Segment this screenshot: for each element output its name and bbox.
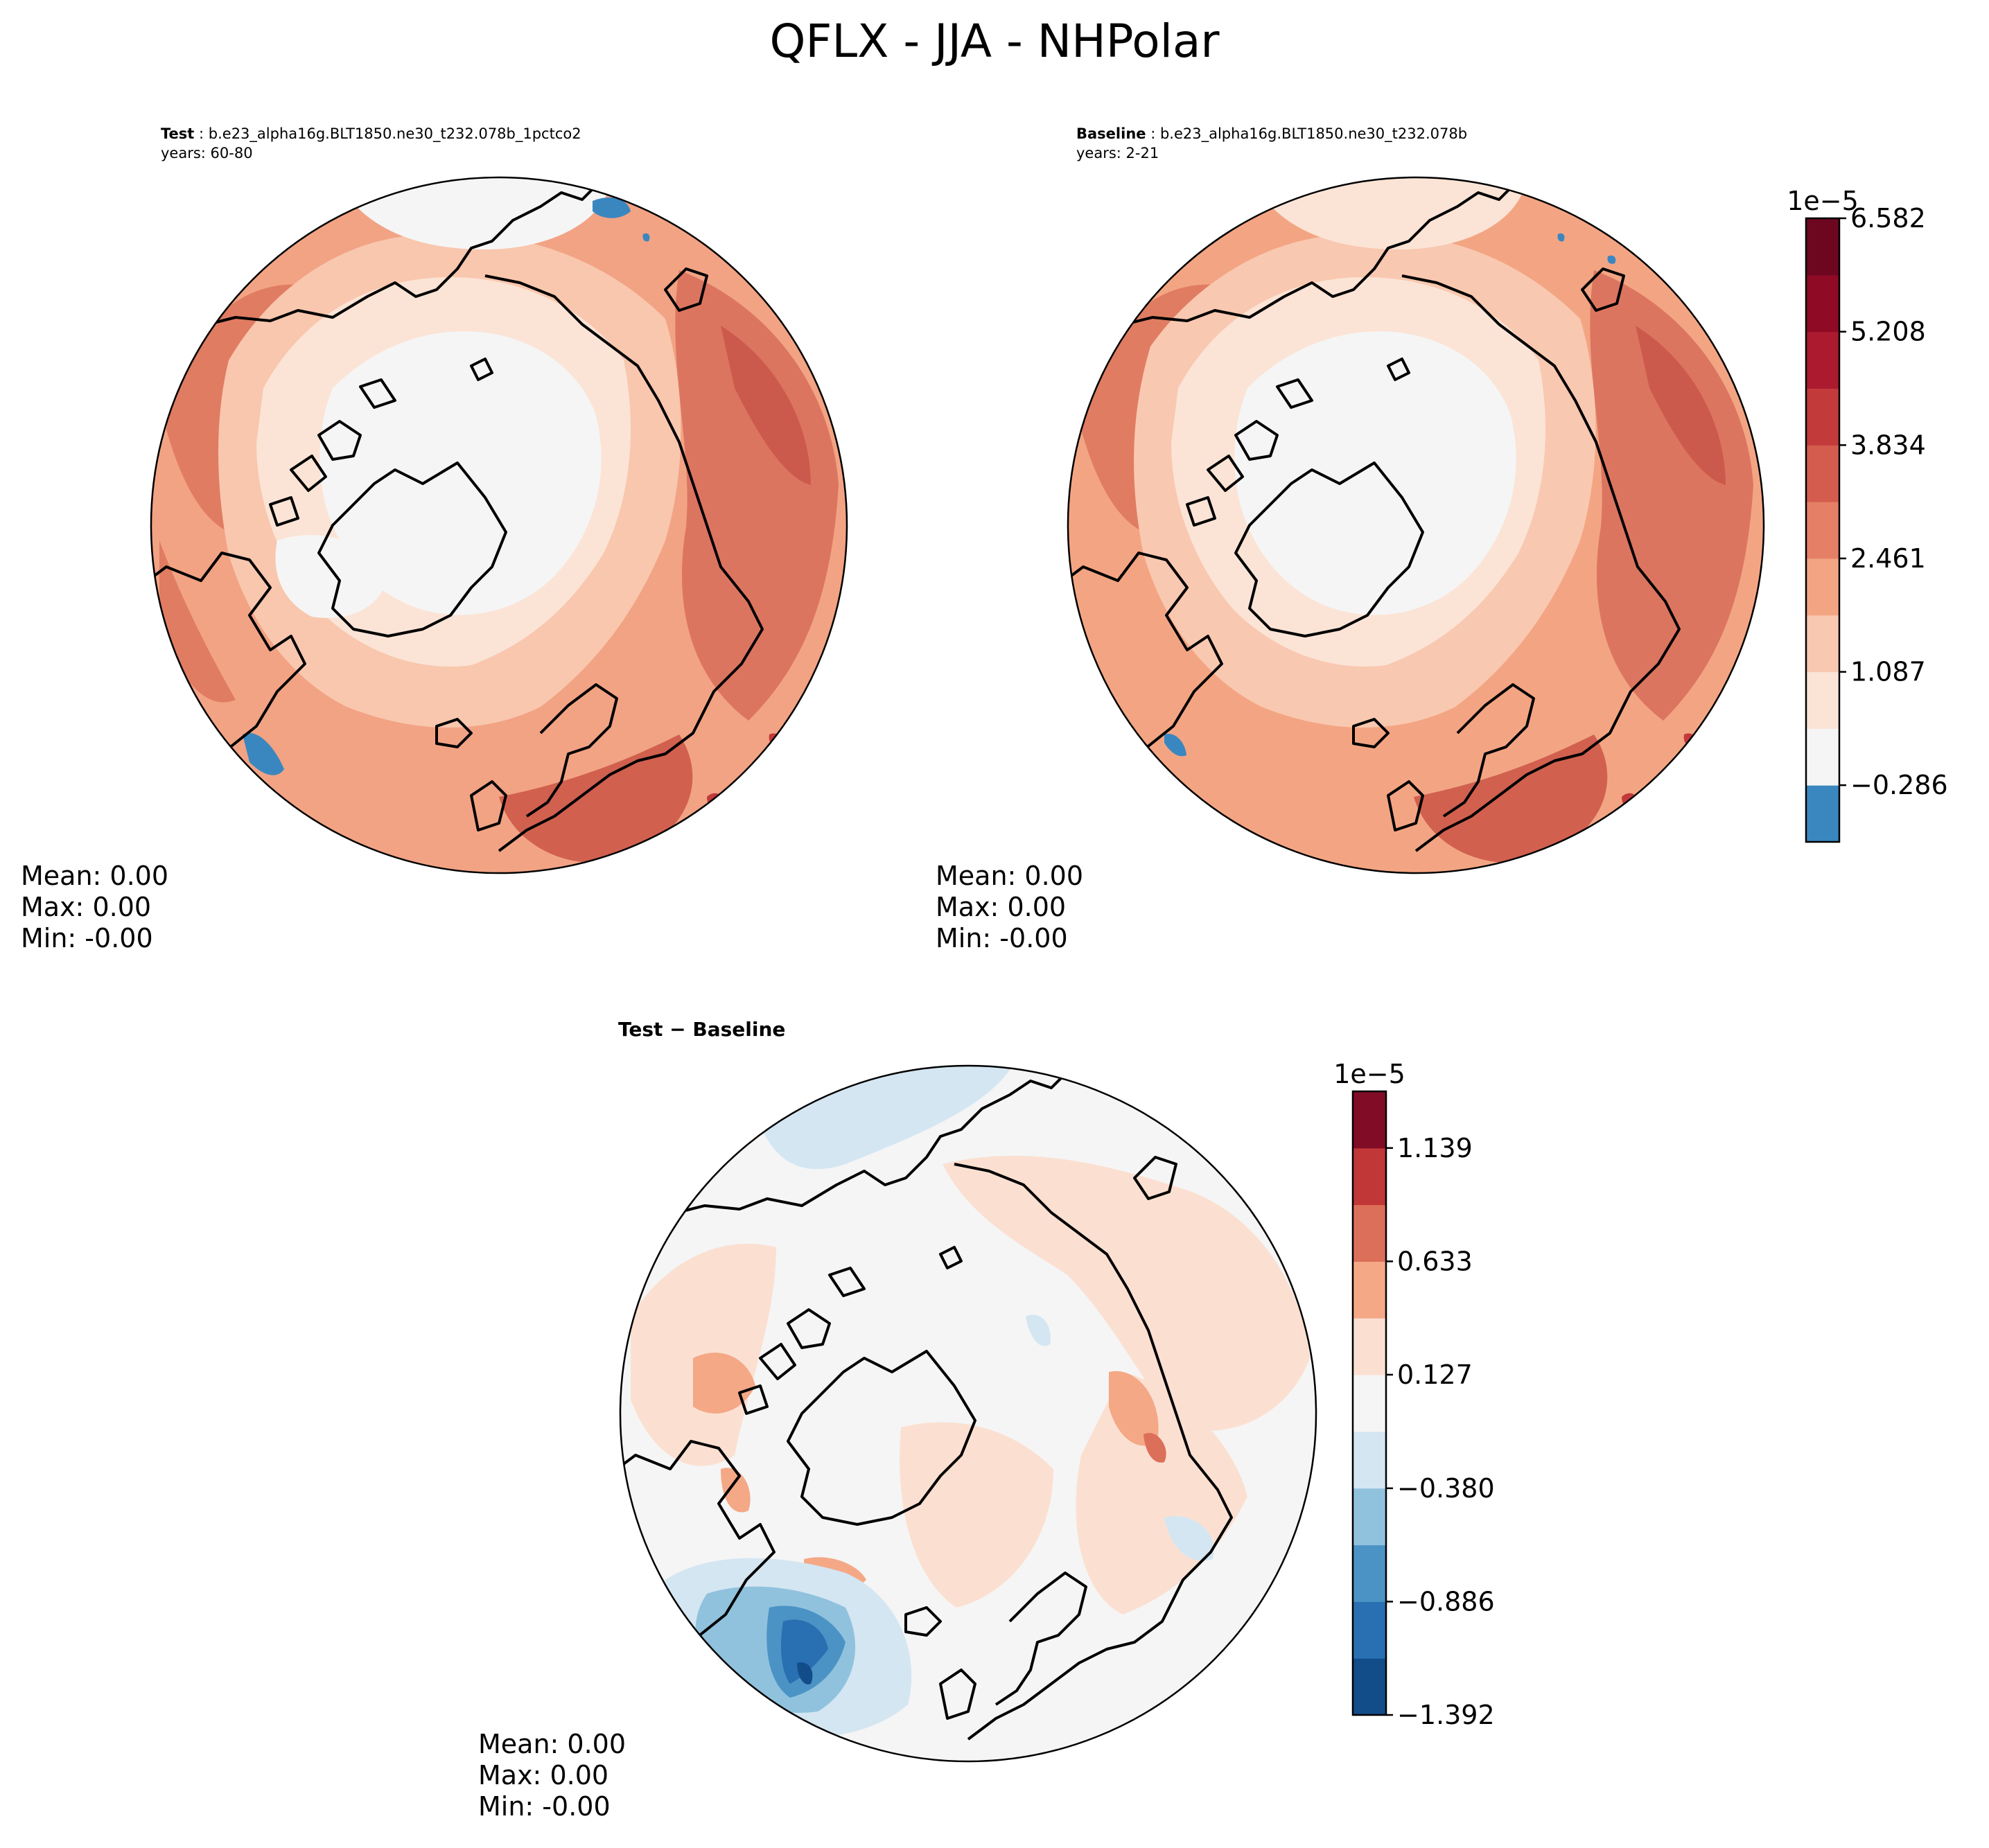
- cb2-level-0: [1353, 1658, 1386, 1716]
- panel-baseline-years: years: 2-21: [1076, 145, 1159, 161]
- cb1-tick-label-1: 1.087: [1850, 657, 1926, 687]
- cb1-level-5: [1806, 502, 1839, 559]
- map-difference: [620, 1066, 1316, 1761]
- cb2-level-6: [1353, 1318, 1386, 1375]
- map-baseline-boundary: [1067, 176, 1765, 874]
- map-difference-boundary: [619, 1064, 1317, 1763]
- panel-diff-label: Test − Baseline: [618, 1018, 785, 1041]
- cb2-frame: [1351, 1090, 1387, 1716]
- cb1-level-4: [1806, 558, 1839, 616]
- panel-test-mean: Mean: 0.00: [21, 861, 168, 891]
- panel-test-heading: Test : b.e23_alpha16g.BLT1850.ne30_t232.…: [161, 125, 581, 143]
- cb1-tick-label-0: −0.286: [1850, 770, 1948, 800]
- cb1-level-1: [1806, 728, 1839, 786]
- panel-baseline: Baseline : b.e23_alpha16g.BLT1850.ne30_t…: [936, 125, 1765, 953]
- cb1-frame: [1805, 217, 1841, 843]
- colorbar-difference: −1.392 −0.886 −0.380 0.127 0.633 1.139 1e−5: [1333, 1059, 1494, 1730]
- cb1-tick-label-4: 5.208: [1850, 317, 1926, 347]
- cb2-level-1: [1353, 1601, 1386, 1659]
- cb1-tick-label-5: 6.582: [1850, 203, 1926, 234]
- cb1-level-6: [1806, 445, 1839, 502]
- panel-baseline-max: Max: 0.00: [936, 892, 1066, 922]
- panel-baseline-mean: Mean: 0.00: [936, 861, 1083, 891]
- cb1-level-0: [1806, 785, 1839, 843]
- map-test-boundary: [150, 176, 848, 874]
- panel-test-case: b.e23_alpha16g.BLT1850.ne30_t232.078b_1p…: [209, 125, 581, 143]
- cb2-tick-label-5: 1.139: [1397, 1133, 1473, 1163]
- panel-diff-mean: Mean: 0.00: [478, 1729, 626, 1759]
- cb2-level-5: [1353, 1375, 1386, 1432]
- panel-test-min: Min: -0.00: [21, 923, 153, 953]
- cb1-level-3: [1806, 615, 1839, 673]
- cb2-tick-label-3: 0.127: [1397, 1359, 1473, 1390]
- panel-test: Test : b.e23_alpha16g.BLT1850.ne30_t232.…: [21, 125, 848, 953]
- panel-baseline-label: Baseline: [1076, 125, 1146, 142]
- cb2-level-2: [1353, 1545, 1386, 1602]
- map-baseline: [1068, 177, 1764, 873]
- figure-title: QFLX - JJA - NHPolar: [769, 15, 1220, 68]
- cb2-tick-label-1: −0.886: [1397, 1586, 1495, 1617]
- cb1-level-10: [1806, 218, 1839, 276]
- panel-diff-max: Max: 0.00: [478, 1760, 608, 1790]
- cb2-level-3: [1353, 1488, 1386, 1546]
- cb2-tick-label-0: −1.392: [1397, 1700, 1495, 1730]
- cb1-level-8: [1806, 331, 1839, 389]
- panel-test-label: Test: [161, 125, 194, 142]
- panel-baseline-case: b.e23_alpha16g.BLT1850.ne30_t232.078b: [1160, 125, 1467, 143]
- panel-test-max: Max: 0.00: [21, 892, 151, 922]
- cb1-level-2: [1806, 671, 1839, 729]
- panel-diff-min: Min: -0.00: [478, 1791, 611, 1822]
- cb2-level-4: [1353, 1431, 1386, 1489]
- panel-test-years: years: 60-80: [161, 145, 253, 161]
- cb1-tick-label-2: 2.461: [1850, 543, 1926, 574]
- cb2-level-9: [1353, 1147, 1386, 1206]
- panel-baseline-min: Min: -0.00: [936, 923, 1068, 953]
- cb1-tick-label-3: 3.834: [1850, 430, 1926, 460]
- cb2-level-8: [1353, 1204, 1386, 1262]
- cb1-level-7: [1806, 388, 1839, 446]
- cb2-level-7: [1353, 1261, 1386, 1319]
- panel-difference: Test − Baseline Mean: 0.: [478, 1018, 1317, 1822]
- map-test: [151, 177, 847, 873]
- cb2-offset-label: 1e−5: [1333, 1059, 1405, 1089]
- cb2-tick-label-4: 0.633: [1397, 1246, 1473, 1276]
- panel-baseline-heading: Baseline : b.e23_alpha16g.BLT1850.ne30_t…: [1076, 125, 1467, 143]
- cb2-level-10: [1353, 1091, 1386, 1149]
- cb1-offset-label: 1e−5: [1787, 186, 1859, 216]
- cb1-level-9: [1806, 274, 1839, 333]
- cb2-tick-label-2: −0.380: [1397, 1473, 1495, 1504]
